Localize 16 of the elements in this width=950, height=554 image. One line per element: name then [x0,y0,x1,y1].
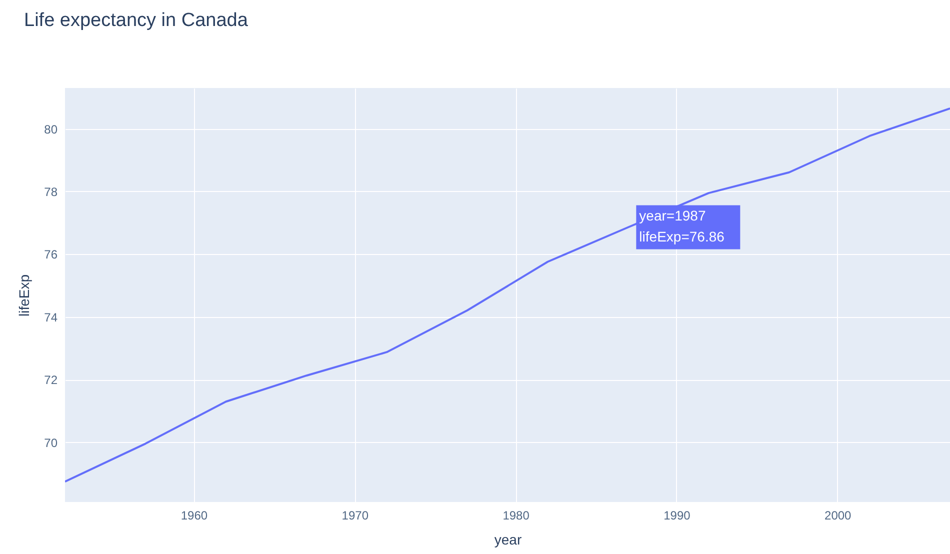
y-tick-label: 72 [44,373,58,388]
line-series [65,107,950,483]
x-tick-label: 1970 [342,508,369,522]
y-tick-label: 74 [44,310,58,324]
chart-title: Life expectancy in Canada [24,10,248,31]
x-axis-title: year [494,532,522,548]
x-tick-label: 2000 [824,508,852,522]
y-axis-title: lifeExp [16,274,32,317]
x-tick-label: 1960 [180,508,208,522]
y-tick-label: 80 [44,122,58,136]
y-tick-label: 78 [44,185,58,199]
y-tick-label: 70 [44,436,58,450]
x-tick-label: 1980 [502,508,530,522]
x-tick-label: 1990 [664,508,691,522]
y-tick-label: 76 [44,248,58,262]
annotation: year=1987 lifeExp=76.86 [639,207,725,244]
